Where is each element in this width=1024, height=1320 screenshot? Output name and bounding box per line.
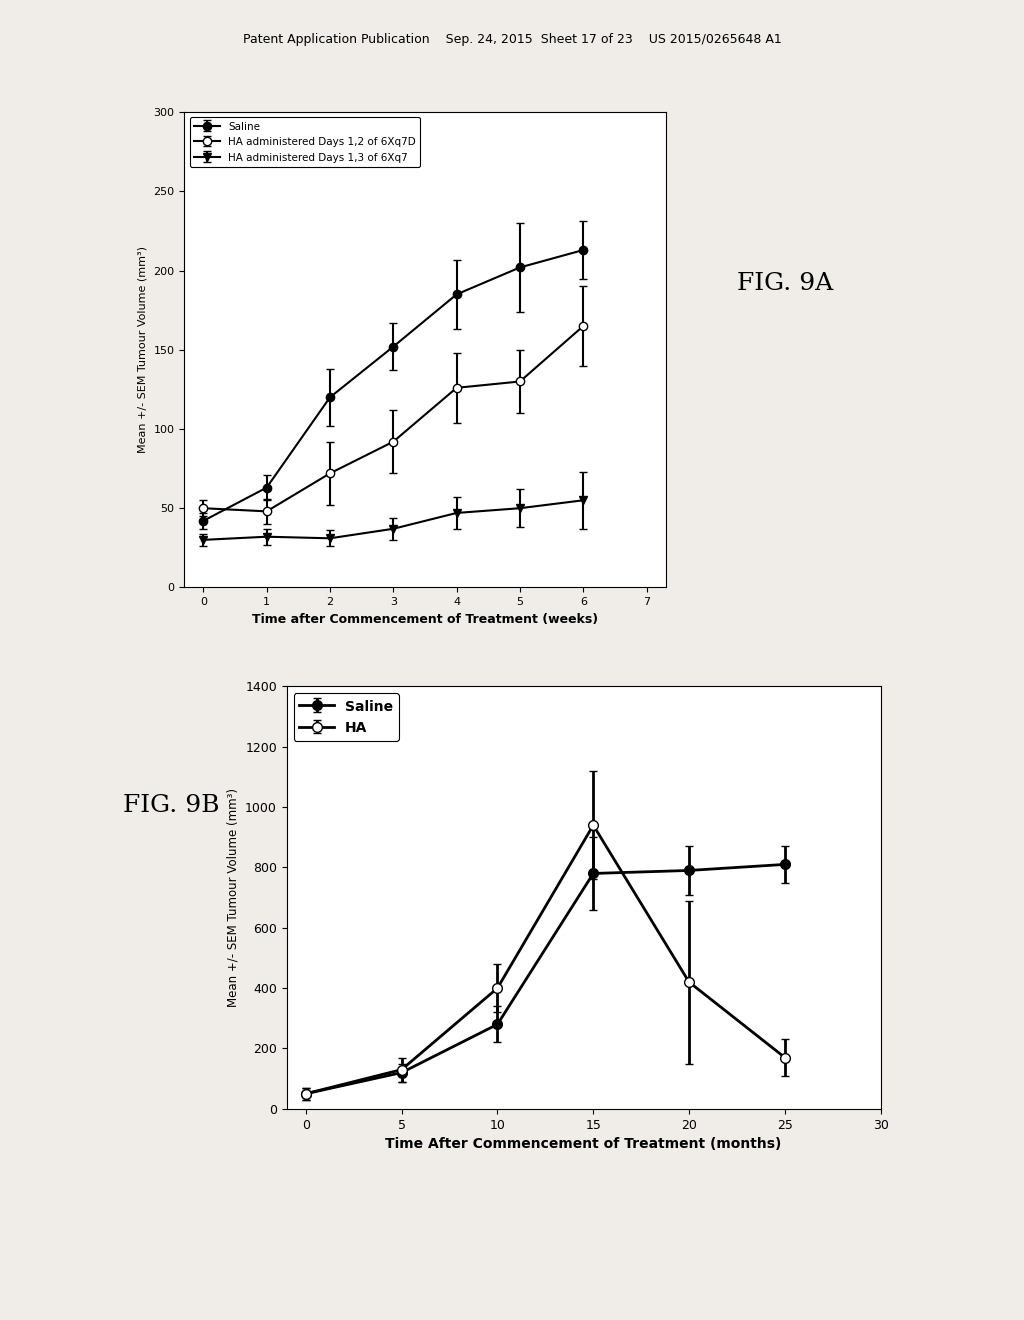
Legend: Saline, HA: Saline, HA [294, 693, 398, 741]
Text: FIG. 9A: FIG. 9A [737, 272, 834, 296]
X-axis label: Time After Commencement of Treatment (months): Time After Commencement of Treatment (mo… [385, 1137, 782, 1151]
X-axis label: Time after Commencement of Treatment (weeks): Time after Commencement of Treatment (we… [252, 612, 598, 626]
Legend: Saline, HA administered Days 1,2 of 6Xq7D, HA administered Days 1,3 of 6Xq7: Saline, HA administered Days 1,2 of 6Xq7… [189, 117, 420, 166]
Text: Patent Application Publication    Sep. 24, 2015  Sheet 17 of 23    US 2015/02656: Patent Application Publication Sep. 24, … [243, 33, 781, 46]
Y-axis label: Mean +/- SEM Tumour Volume (mm³): Mean +/- SEM Tumour Volume (mm³) [226, 788, 240, 1007]
Y-axis label: Mean +/- SEM Tumour Volume (mm³): Mean +/- SEM Tumour Volume (mm³) [138, 247, 147, 453]
Text: FIG. 9B: FIG. 9B [123, 793, 219, 817]
